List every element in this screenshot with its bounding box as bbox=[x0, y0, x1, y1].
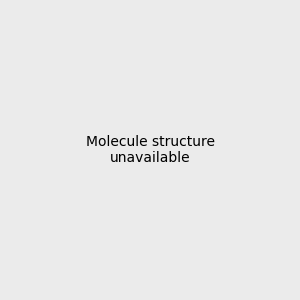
Text: Molecule structure
unavailable: Molecule structure unavailable bbox=[85, 135, 214, 165]
